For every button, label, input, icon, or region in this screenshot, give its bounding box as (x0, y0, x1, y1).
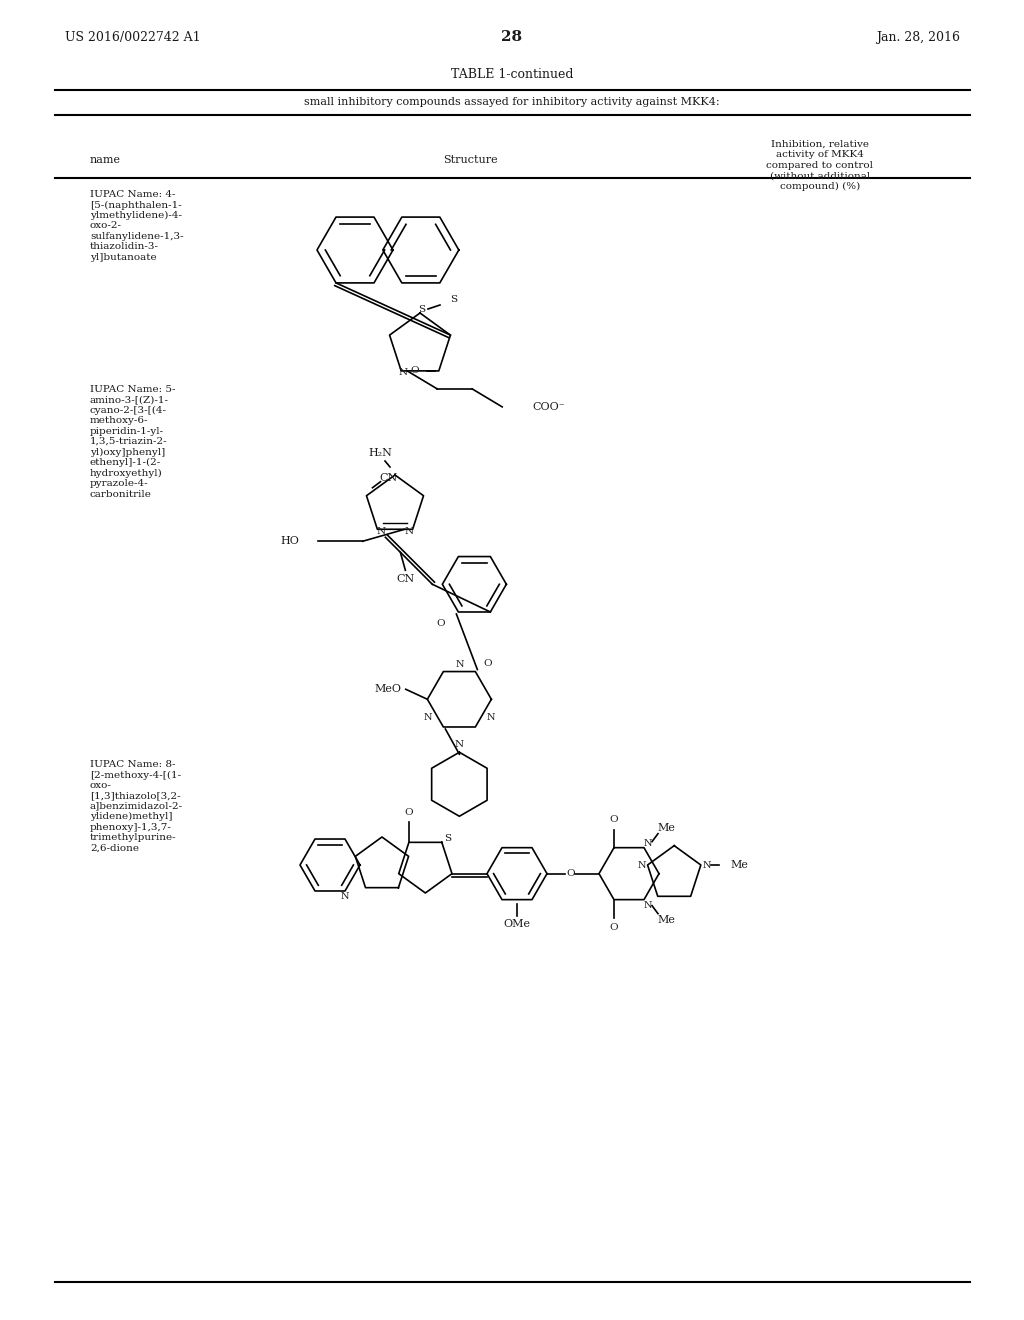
Text: 28: 28 (502, 30, 522, 44)
Text: N: N (644, 902, 652, 909)
Text: OMe: OMe (504, 919, 530, 929)
Text: HO: HO (281, 536, 300, 546)
Text: Me: Me (731, 861, 749, 870)
Text: O: O (411, 367, 419, 375)
Text: N: N (423, 713, 432, 722)
Text: N: N (341, 892, 349, 902)
Text: Me: Me (657, 822, 675, 833)
Text: Structure: Structure (442, 154, 498, 165)
Text: O: O (436, 619, 444, 628)
Text: CN: CN (379, 473, 397, 483)
Text: O: O (609, 816, 618, 824)
Text: N: N (455, 739, 464, 748)
Text: N: N (377, 527, 386, 536)
Text: IUPAC Name: 4-
[5-(naphthalen-1-
ylmethylidene)-4-
oxo-2-
sulfanylidene-1,3-
thi: IUPAC Name: 4- [5-(naphthalen-1- ylmethy… (90, 190, 183, 261)
Text: TABLE 1-continued: TABLE 1-continued (451, 69, 573, 82)
Text: S: S (451, 294, 458, 304)
Text: MeO: MeO (375, 684, 401, 694)
Text: S: S (444, 834, 452, 843)
Text: N: N (486, 713, 496, 722)
Text: COO⁻: COO⁻ (532, 401, 565, 412)
Text: N: N (398, 368, 408, 378)
Text: N: N (404, 527, 414, 536)
Text: name: name (90, 154, 121, 165)
Text: US 2016/0022742 A1: US 2016/0022742 A1 (65, 30, 201, 44)
Text: N: N (455, 660, 464, 669)
Text: O: O (609, 923, 618, 932)
Text: IUPAC Name: 5-
amino-3-[(Z)-1-
cyano-2-[3-[(4-
methoxy-6-
piperidin-1-yl-
1,3,5-: IUPAC Name: 5- amino-3-[(Z)-1- cyano-2-[… (90, 385, 175, 499)
Text: H₂N: H₂N (368, 447, 392, 458)
Text: N: N (637, 861, 646, 870)
Text: IUPAC Name: 8-
[2-methoxy-4-[(1-
oxo-
[1,3]thiazolo[3,2-
a]benzimidazol-2-
ylide: IUPAC Name: 8- [2-methoxy-4-[(1- oxo- [1… (90, 760, 183, 853)
Text: O: O (483, 659, 492, 668)
Text: O: O (404, 808, 414, 817)
Text: Inhibition, relative
activity of MKK4
compared to control
(without additional
co: Inhibition, relative activity of MKK4 co… (767, 140, 873, 191)
Text: S: S (419, 305, 426, 314)
Text: Me: Me (657, 915, 675, 924)
Text: small inhibitory compounds assayed for inhibitory activity against MKK4:: small inhibitory compounds assayed for i… (304, 96, 720, 107)
Text: N: N (702, 861, 711, 870)
Text: CN: CN (396, 574, 415, 585)
Text: O: O (566, 869, 575, 878)
Text: Jan. 28, 2016: Jan. 28, 2016 (876, 30, 961, 44)
Text: N: N (644, 840, 652, 849)
